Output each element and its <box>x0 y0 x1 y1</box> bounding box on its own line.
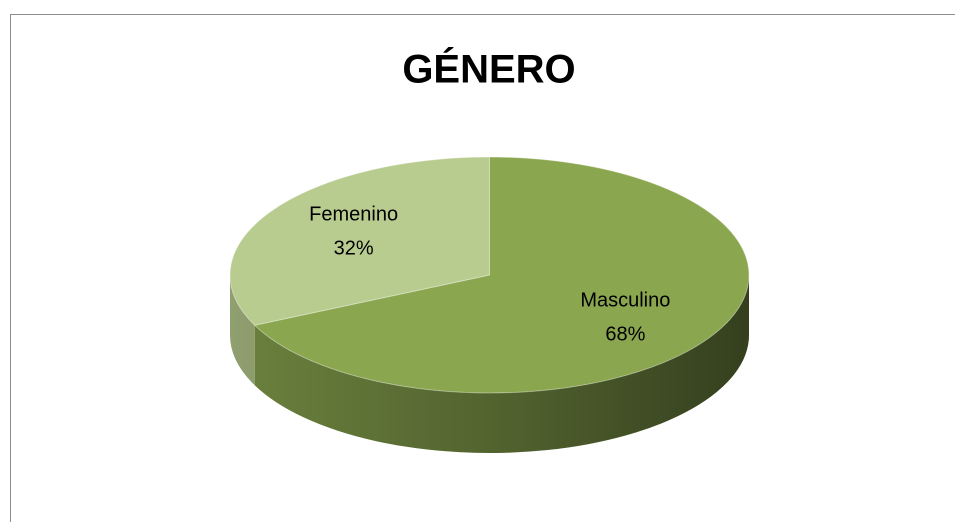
chart-frame <box>10 14 955 522</box>
data-label-value: 68% <box>605 323 645 345</box>
pie-slice <box>229 156 490 326</box>
pie-side-shade <box>230 275 255 386</box>
data-label-category: Femenino <box>309 203 398 225</box>
data-label-category: Masculino <box>580 289 670 311</box>
pie-slice <box>253 156 750 394</box>
data-label-value: 32% <box>334 237 374 259</box>
chart-title: GÉNERO <box>402 47 575 92</box>
pie-side-shade <box>254 275 749 453</box>
pie: Masculino 68% Femenino 32% <box>229 156 750 453</box>
